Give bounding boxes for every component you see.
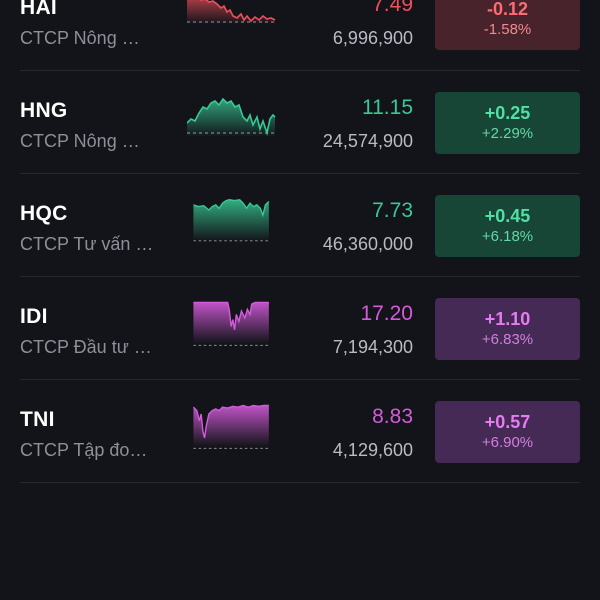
stock-row-idi[interactable]: IDI CTCP Đầu tư … 17.20 7,194,300 +1.10 …	[20, 277, 580, 380]
company-name: CTCP Tập đo…	[20, 440, 148, 460]
percent-change: +2.29%	[481, 125, 534, 142]
sparkline-chart	[193, 198, 271, 242]
stock-price: 11.15	[362, 96, 413, 119]
stock-price: 7.73	[372, 199, 413, 222]
stock-symbol: TNI	[20, 408, 55, 431]
change-badge[interactable]: +0.57 +6.90%	[435, 401, 580, 463]
price-change: +0.57	[484, 412, 531, 432]
price-change: +0.45	[484, 206, 531, 226]
trading-volume: 4,129,600	[332, 440, 413, 460]
price-change: +1.10	[484, 309, 531, 329]
sparkline-chart	[192, 404, 271, 449]
change-badge[interactable]: +0.45 +6.18%	[435, 195, 580, 257]
stock-symbol: HAI	[20, 0, 58, 19]
trading-volume: 24,574,900	[322, 131, 413, 151]
sparkline-chart	[193, 301, 271, 346]
percent-change: +6.90%	[481, 434, 534, 451]
company-name: CTCP Nông …	[20, 131, 140, 151]
change-badge[interactable]: +0.25 +2.29%	[435, 92, 580, 154]
stock-row-hai[interactable]: HAI CTCP Nông … 7.49 6,996,900 -0.12 -1.…	[20, 0, 580, 71]
percent-change: +6.83%	[481, 331, 534, 348]
stock-price: 7.49	[372, 0, 413, 16]
stock-row-hqc[interactable]: HQC CTCP Tư vấn … 7.73 46,360,000 +0.45 …	[20, 174, 580, 277]
stock-symbol: HNG	[20, 99, 68, 122]
stock-row-tni[interactable]: TNI CTCP Tập đo… 8.83 4,129,600 +0.57 +6…	[20, 380, 580, 483]
company-name: CTCP Tư vấn …	[20, 234, 154, 254]
price-change: -0.12	[486, 0, 529, 19]
trading-volume: 7,194,300	[332, 337, 413, 357]
sparkline-chart	[187, 0, 277, 24]
stock-row-hng[interactable]: HNG CTCP Nông … 11.15 24,574,900 +0.25 +…	[20, 71, 580, 174]
sparkline-chart	[187, 97, 277, 137]
stock-symbol: IDI	[20, 305, 48, 328]
company-name: CTCP Nông …	[20, 28, 140, 48]
trading-volume: 6,996,900	[332, 28, 413, 48]
percent-change: -1.58%	[483, 21, 532, 38]
stock-price: 17.20	[360, 302, 413, 325]
price-change: +0.25	[484, 103, 531, 123]
percent-change: +6.18%	[481, 228, 534, 245]
trading-volume: 46,360,000	[322, 234, 413, 254]
stock-price: 8.83	[372, 405, 413, 428]
company-name: CTCP Đầu tư …	[20, 337, 152, 357]
change-badge[interactable]: -0.12 -1.58%	[435, 0, 580, 50]
change-badge[interactable]: +1.10 +6.83%	[435, 298, 580, 360]
stock-symbol: HQC	[20, 202, 68, 225]
